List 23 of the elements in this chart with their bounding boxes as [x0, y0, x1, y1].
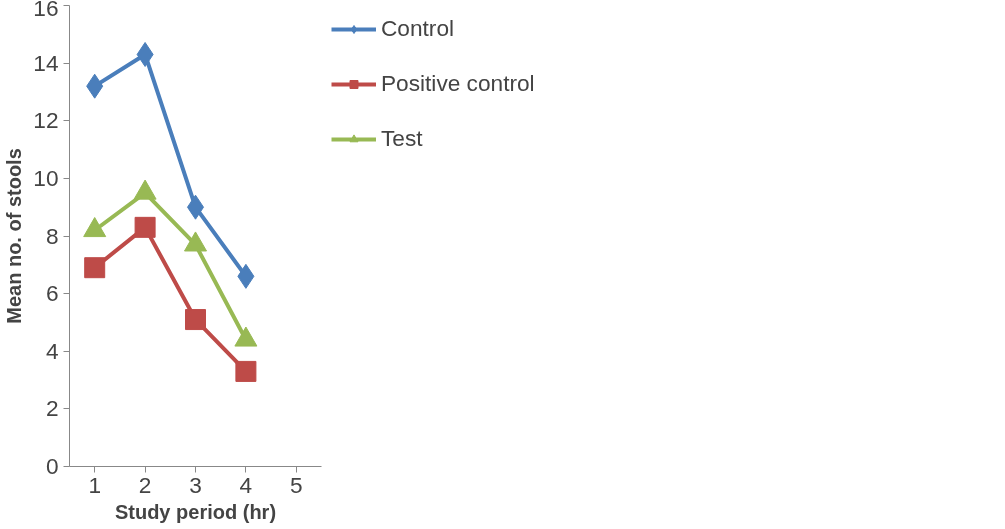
y-tick-label: 0 [45, 453, 59, 479]
legend-label: Test [381, 125, 423, 152]
y-tick-label: 6 [45, 280, 59, 307]
point [235, 360, 257, 382]
x-axis-title: Study period (hr) [114, 500, 277, 523]
y-tick-label: 4 [45, 337, 59, 364]
y-tick-label: 16 [33, 0, 59, 21]
y-tick-label: 2 [45, 395, 59, 422]
point [134, 216, 156, 238]
y-tick-label: 10 [33, 164, 59, 191]
x-tick-label: 1 [88, 471, 102, 498]
legend-label: Positive control [381, 70, 535, 97]
y-tick-label: 8 [45, 222, 59, 249]
legend-label: Control [381, 15, 455, 42]
point [84, 257, 106, 279]
y-tick-label: 12 [33, 107, 59, 134]
x-tick-label: 5 [290, 471, 303, 498]
x-tick-label: 2 [138, 471, 152, 498]
x-tick-label: 3 [189, 471, 202, 498]
x-tick-label: 4 [239, 471, 253, 498]
y-tick-label: 14 [33, 49, 59, 76]
y-axis-title: Mean no. of stools [3, 148, 26, 324]
point [185, 309, 206, 331]
